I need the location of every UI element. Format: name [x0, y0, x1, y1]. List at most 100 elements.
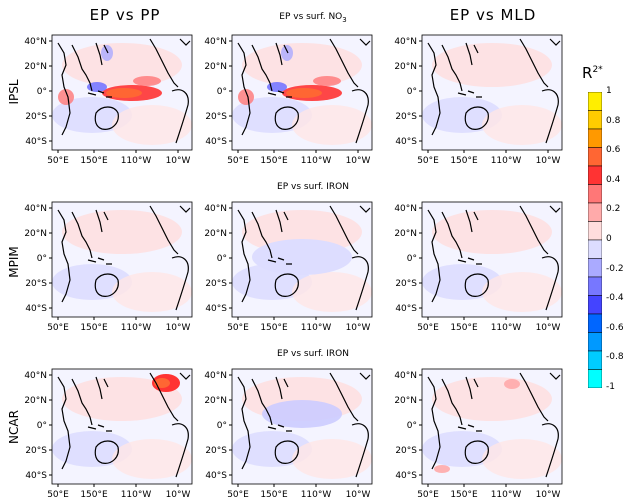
lon-tick-label: 10°W — [346, 490, 371, 500]
lat-tick-label: 40°N — [24, 371, 47, 381]
lat-tick-label: 20°N — [394, 62, 417, 72]
lon-tick-label: 150°E — [80, 490, 108, 500]
map-ipsl-nutrient: 40°N 20°N 0° 20°S 40°S 50°E 150°E 110°W 10°W — [204, 34, 373, 166]
lat-tick-label: 20°S — [395, 279, 417, 289]
map-plot-ncar-mld: 40°N 20°N 0° 20°S 40°S50°E 150°E 110°W 10°W — [394, 368, 563, 500]
lat-tick-label: 20°S — [25, 112, 47, 122]
lat-tick-label: 40°S — [205, 471, 227, 481]
colorbar-tick-label: -0.2 — [606, 263, 624, 274]
lat-tick-label: 0° — [37, 421, 47, 431]
lon-tick-label: 150°E — [80, 156, 108, 166]
lon-tick-label: 110°W — [301, 490, 332, 500]
lat-tick-label: 40°S — [205, 137, 227, 147]
lat-tick-label: 20°N — [394, 396, 417, 406]
lon-tick-label: 10°W — [346, 323, 371, 333]
map-ncar-pp: 40°N 20°N 0° 20°S 40°S 50°E 150°E 110°W 10°W — [24, 368, 193, 500]
lon-tick-label: 150°E — [450, 323, 478, 333]
map-ncar-nutrient: 40°N 20°N 0° 20°S 40°S 50°E 150°E 110°W 10°W — [204, 368, 373, 500]
lat-tick-label: 20°N — [204, 62, 227, 72]
lon-tick-label: 10°W — [536, 156, 561, 166]
lat-tick-label: 0° — [217, 254, 227, 264]
lon-tick-label: 110°W — [121, 490, 152, 500]
lat-tick-label: 0° — [37, 87, 47, 97]
map-plot-ipsl-pp: 40°N 20°N 0° 20°S 40°S50°E 150°E 110°W 10°W — [24, 34, 193, 166]
lat-tick-label: 20°S — [395, 446, 417, 456]
lon-tick-label: 10°W — [346, 156, 371, 166]
colorbar-tick-label: 0.4 — [606, 174, 621, 185]
lat-tick-label: 40°N — [24, 204, 47, 214]
colorbar-tick-label: -0.4 — [606, 293, 624, 304]
row3-col2-title: EP vs surf. IRON — [277, 349, 349, 359]
colorbar-tick-label: -0.8 — [606, 352, 624, 363]
lon-tick-label: 150°E — [80, 323, 108, 333]
lon-tick-label: 110°W — [491, 156, 522, 166]
lat-tick-label: 0° — [407, 421, 417, 431]
colorbar-title: R2* — [582, 64, 603, 82]
lon-tick-label: 50°E — [417, 490, 439, 500]
row2-col2-title: EP vs surf. IRON — [277, 182, 349, 192]
colorbar-tick-label: 0.8 — [606, 115, 621, 126]
lon-tick-label: 50°E — [47, 156, 69, 166]
lat-tick-label: 0° — [407, 87, 417, 97]
lat-tick-label: 20°N — [24, 396, 47, 406]
col-title-no3-sub: 3 — [342, 15, 347, 24]
colorbar-title-text: R — [582, 64, 593, 82]
colorbar-tick-label: 1 — [606, 86, 612, 96]
lon-tick-label: 50°E — [417, 323, 439, 333]
map-plot-ncar-nutrient: 40°N 20°N 0° 20°S 40°S50°E 150°E 110°W 10°W — [204, 368, 373, 500]
lon-tick-label: 50°E — [47, 323, 69, 333]
colorbar-tick-label: 0 — [606, 234, 612, 244]
colorbar-swatch — [588, 295, 602, 315]
row-title-ipsl: IPSL — [7, 79, 21, 105]
lon-tick-label: 10°W — [536, 323, 561, 333]
lat-tick-label: 0° — [407, 254, 417, 264]
lat-tick-label: 40°N — [204, 204, 227, 214]
lon-tick-label: 10°W — [166, 156, 191, 166]
col-title-no3-text: EP vs surf. NO — [279, 12, 343, 22]
colorbar-tick-label: -1 — [606, 382, 615, 392]
colorbar-swatch — [588, 110, 602, 130]
map-plot-ipsl-mld: 40°N 20°N 0° 20°S 40°S50°E 150°E 110°W 10°W — [394, 34, 563, 166]
colorbar-swatch — [588, 239, 602, 259]
lat-tick-label: 20°S — [205, 112, 227, 122]
colorbar-swatch — [588, 350, 602, 370]
map-plot-mpim-nutrient: 40°N 20°N 0° 20°S 40°S50°E 150°E 110°W 10°W — [204, 201, 373, 333]
colorbar-swatch — [588, 258, 602, 278]
lat-tick-label: 0° — [217, 421, 227, 431]
lat-tick-label: 20°S — [205, 446, 227, 456]
map-ipsl-pp: 40°N 20°N 0° 20°S 40°S 50°E 150°E 110°W 10°W — [24, 34, 193, 166]
lat-tick-label: 20°S — [25, 279, 47, 289]
lon-tick-label: 50°E — [227, 490, 249, 500]
lon-tick-label: 10°W — [166, 323, 191, 333]
row-title-ncar: NCAR — [7, 410, 21, 444]
lon-tick-label: 50°E — [417, 156, 439, 166]
lat-tick-label: 40°N — [394, 371, 417, 381]
lat-tick-label: 40°N — [394, 37, 417, 47]
lat-tick-label: 40°N — [394, 204, 417, 214]
lon-tick-label: 50°E — [227, 156, 249, 166]
map-plot-mpim-mld: 40°N 20°N 0° 20°S 40°S50°E 150°E 110°W 10°W — [394, 201, 563, 333]
lon-tick-label: 110°W — [301, 156, 332, 166]
colorbar — [588, 92, 602, 388]
colorbar-title-sup: 2* — [592, 65, 603, 75]
row-title-mpim: MPIM — [7, 246, 21, 278]
colorbar-swatch — [588, 276, 602, 296]
map-mpim-nutrient: 40°N 20°N 0° 20°S 40°S 50°E 150°E 110°W 10°W — [204, 201, 373, 333]
map-plot-ipsl-nutrient: 40°N 20°N 0° 20°S 40°S50°E 150°E 110°W 10°W — [204, 34, 373, 166]
lat-tick-label: 40°S — [25, 137, 47, 147]
col-title-mld: EP vs MLD — [449, 6, 537, 24]
colorbar-tick-label: 0.2 — [606, 204, 621, 215]
lat-tick-label: 40°S — [205, 304, 227, 314]
lat-tick-label: 40°S — [395, 471, 417, 481]
lat-tick-label: 40°S — [395, 137, 417, 147]
colorbar-swatch — [588, 369, 602, 388]
lat-tick-label: 20°N — [24, 229, 47, 239]
lon-tick-label: 110°W — [491, 490, 522, 500]
lat-tick-label: 20°N — [204, 396, 227, 406]
lat-tick-label: 20°S — [25, 446, 47, 456]
colorbar-swatch — [588, 147, 602, 167]
lat-tick-label: 20°N — [394, 229, 417, 239]
lat-tick-label: 40°S — [25, 471, 47, 481]
lat-tick-label: 40°N — [24, 37, 47, 47]
map-mpim-pp: 40°N 20°N 0° 20°S 40°S 50°E 150°E 110°W 10°W — [24, 201, 193, 333]
